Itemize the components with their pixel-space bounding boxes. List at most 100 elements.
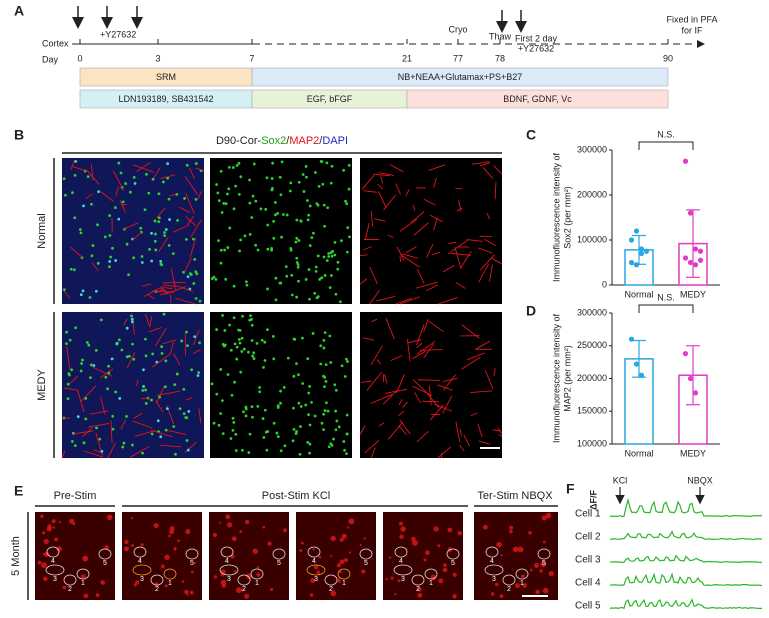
y-tick-label: 0 <box>602 279 607 289</box>
nucleus <box>334 428 338 432</box>
fiber <box>486 212 491 220</box>
data-point <box>692 390 699 396</box>
data-point <box>697 257 704 263</box>
nucleus <box>295 295 299 299</box>
nucleus <box>248 178 251 182</box>
nucleus <box>159 435 163 439</box>
nucleus <box>280 235 283 239</box>
row-label: Normal <box>36 213 48 248</box>
micrograph <box>210 312 352 458</box>
cell-soma <box>344 557 349 562</box>
nucleus <box>97 190 101 194</box>
roi <box>219 564 239 576</box>
nucleus <box>312 231 315 235</box>
nucleus <box>89 376 92 380</box>
fiber <box>410 211 425 224</box>
nucleus <box>299 425 302 428</box>
nucleus <box>323 331 327 335</box>
fiber <box>463 434 470 447</box>
y-tick-label: 200000 <box>577 189 607 199</box>
nucleus <box>295 362 298 365</box>
cell-soma <box>339 537 344 542</box>
nucleus <box>144 402 148 405</box>
nucleus <box>343 448 346 452</box>
roi <box>537 548 551 560</box>
nucleus <box>290 293 294 297</box>
nucleus <box>251 415 254 419</box>
fiber <box>412 385 433 397</box>
fiber <box>431 251 441 256</box>
nucleus <box>274 213 277 217</box>
fiber <box>183 257 192 273</box>
fiber <box>162 339 177 345</box>
y-axis-label: Sox2 (per mm²) <box>562 186 572 249</box>
nucleus <box>163 385 167 389</box>
nucleus <box>254 199 258 203</box>
nucleus <box>329 442 333 446</box>
ns-bracket <box>638 141 694 150</box>
fiber <box>395 297 412 305</box>
nucleus <box>96 223 99 227</box>
nucleus <box>115 341 119 345</box>
nucleus <box>297 401 301 405</box>
nucleus <box>108 234 112 237</box>
nucleus <box>329 361 333 364</box>
nucleus <box>132 357 136 361</box>
nucleus <box>285 274 289 278</box>
nucleus <box>252 357 256 360</box>
roi <box>133 546 147 558</box>
nucleus <box>240 336 244 340</box>
nucleus <box>90 202 93 206</box>
cell-label: Cell 1 <box>575 509 601 520</box>
nucleus <box>166 162 170 166</box>
fiber <box>491 257 503 265</box>
cell-soma <box>534 562 540 568</box>
nucleus <box>154 232 157 236</box>
nucleus <box>143 208 147 212</box>
cell-soma <box>545 512 552 519</box>
nucleus <box>344 199 347 203</box>
nucleus <box>330 254 334 258</box>
fiber <box>423 198 436 206</box>
nucleus <box>345 452 348 456</box>
nucleus <box>297 279 300 283</box>
cell-soma <box>42 531 46 535</box>
x-tick-label: MEDY <box>680 289 706 299</box>
fiber <box>136 379 139 386</box>
fiber <box>423 319 429 332</box>
day-label: 0 <box>77 53 82 63</box>
cell-soma <box>400 526 406 532</box>
media-label: SRM <box>156 72 176 82</box>
nucleus <box>275 431 279 435</box>
roi <box>306 564 326 576</box>
fiber <box>192 329 200 346</box>
fiber <box>190 219 202 238</box>
nucleus <box>323 274 327 277</box>
nucleus <box>110 357 114 361</box>
panel-label: F <box>566 481 575 497</box>
fiber <box>479 162 490 167</box>
nucleus <box>322 346 326 350</box>
nucleus <box>172 425 176 428</box>
cell-soma <box>411 539 418 546</box>
cell-number: 2 <box>507 586 511 593</box>
fiber <box>466 239 483 242</box>
cell-soma <box>548 571 554 577</box>
nucleus <box>323 224 327 228</box>
nucleus <box>238 341 242 345</box>
cell-soma <box>58 520 61 524</box>
fiber <box>459 429 463 436</box>
nucleus <box>183 197 186 200</box>
fiber <box>416 341 436 355</box>
cell-number: 5 <box>103 560 107 567</box>
cell-number: 5 <box>542 560 546 567</box>
fiber <box>100 368 114 379</box>
cell-soma <box>69 518 75 524</box>
nucleus <box>186 275 190 279</box>
cell-soma <box>499 594 504 599</box>
nucleus <box>215 328 219 331</box>
nucleus <box>322 255 326 259</box>
cell-soma <box>194 561 197 565</box>
nucleus <box>322 203 326 207</box>
nucleus <box>266 287 269 291</box>
